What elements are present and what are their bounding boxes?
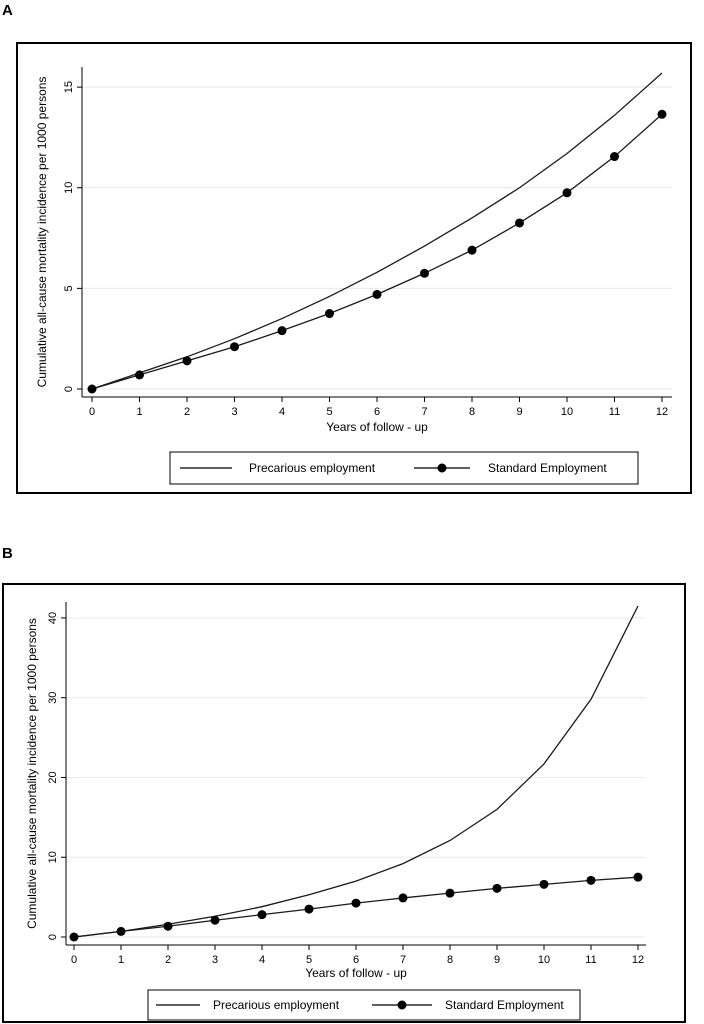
legend-label-standard: Standard Employment: [445, 998, 564, 1012]
x-axis-title: Years of follow - up: [326, 420, 428, 434]
x-tick-label: 4: [259, 954, 265, 966]
x-tick-label: 2: [184, 406, 190, 418]
x-tick-label: 8: [447, 954, 453, 966]
x-tick-label: 10: [538, 954, 550, 966]
data-point-standard-employment: [257, 910, 267, 920]
x-tick-label: 7: [400, 954, 406, 966]
data-point-standard-employment: [539, 879, 549, 889]
data-point-standard-employment: [182, 356, 192, 366]
data-point-standard-employment: [230, 342, 239, 352]
y-tick-label: 40: [47, 612, 59, 624]
y-tick-label: 30: [47, 692, 59, 704]
y-tick-label: 10: [63, 182, 75, 194]
data-point-standard-employment: [135, 370, 144, 380]
data-point-standard-employment: [420, 268, 429, 278]
y-tick-label: 5: [63, 285, 75, 291]
data-point-standard-employment: [492, 883, 502, 893]
legend-label-precarious: Precarious employment: [213, 998, 340, 1012]
y-tick-label: 0: [47, 934, 59, 940]
series-line-precarious-employment: [91, 72, 663, 390]
legend-label-standard: Standard Employment: [488, 461, 607, 475]
legend-marker-standard: [437, 463, 447, 473]
data-point-standard-employment: [657, 109, 667, 119]
data-point-standard-employment: [372, 289, 382, 299]
x-tick-label: 5: [306, 954, 312, 966]
data-point-standard-employment: [586, 875, 596, 885]
data-point-standard-employment: [467, 245, 477, 255]
legend-marker-standard: [397, 1000, 407, 1010]
data-point-standard-employment: [325, 309, 334, 319]
data-point-standard-employment: [398, 893, 408, 903]
legend-label-precarious: Precarious employment: [249, 461, 376, 475]
data-point-standard-employment: [562, 188, 572, 198]
data-point-standard-employment: [304, 904, 314, 914]
panel-b-letter: B: [2, 545, 13, 562]
data-point-standard-employment: [163, 921, 173, 931]
x-tick-label: 4: [279, 406, 285, 418]
x-tick-label: 8: [469, 406, 475, 418]
x-tick-label: 0: [89, 406, 95, 418]
data-point-standard-employment: [610, 152, 619, 162]
x-tick-label: 7: [421, 406, 427, 418]
y-tick-label: 0: [63, 386, 75, 392]
data-point-standard-employment: [210, 915, 220, 925]
y-tick-label: 10: [47, 851, 59, 863]
y-axis-title: Cumulative all-cause mortality incidence…: [25, 618, 39, 929]
data-point-standard-employment: [351, 898, 361, 908]
panel-a-letter: A: [2, 2, 13, 19]
x-axis-title: Years of follow - up: [305, 966, 407, 980]
x-tick-label: 3: [231, 406, 237, 418]
y-axis-title: Cumulative all-cause mortality incidence…: [35, 77, 49, 388]
legend-box: [147, 989, 581, 1021]
data-point-standard-employment: [69, 932, 79, 942]
panel-a-frame: [16, 42, 692, 494]
data-point-standard-employment: [87, 384, 97, 394]
x-tick-label: 5: [326, 406, 332, 418]
y-tick-label: 20: [47, 771, 59, 783]
x-tick-label: 1: [136, 406, 142, 418]
x-tick-label: 12: [632, 954, 644, 966]
data-point-standard-employment: [116, 926, 126, 936]
panel-b-frame: [2, 583, 686, 1023]
x-tick-label: 11: [609, 406, 620, 418]
data-point-standard-employment: [633, 872, 643, 882]
x-tick-label: 11: [585, 954, 596, 966]
legend-box: [169, 451, 639, 485]
x-tick-label: 3: [212, 954, 218, 966]
data-point-standard-employment: [515, 218, 524, 228]
series-line-standard-employment: [91, 113, 663, 390]
data-point-standard-employment: [445, 888, 455, 898]
series-line-precarious-employment: [73, 605, 639, 938]
x-tick-label: 12: [656, 406, 668, 418]
y-tick-label: 15: [63, 81, 75, 93]
x-tick-label: 9: [494, 954, 500, 966]
x-tick-label: 10: [561, 406, 573, 418]
data-point-standard-employment: [277, 326, 287, 336]
x-tick-label: 9: [516, 406, 522, 418]
x-tick-label: 6: [353, 954, 359, 966]
x-tick-label: 1: [118, 954, 124, 966]
x-tick-label: 0: [71, 954, 77, 966]
x-tick-label: 6: [374, 406, 380, 418]
x-tick-label: 2: [165, 954, 171, 966]
